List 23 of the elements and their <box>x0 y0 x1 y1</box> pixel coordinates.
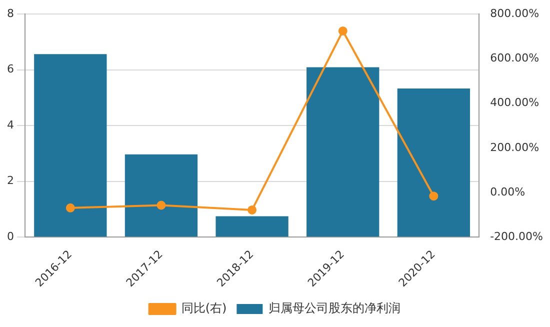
bar <box>216 216 288 237</box>
y2-tick-label: 0.00% <box>490 185 526 198</box>
bar <box>124 154 198 237</box>
legend-label: 同比(右) <box>181 301 227 316</box>
y2-tick-label: -200.00% <box>490 230 544 244</box>
point <box>338 26 348 36</box>
bar <box>34 54 107 237</box>
point <box>66 203 75 212</box>
bar <box>306 67 380 237</box>
legend-label: 归属母公司股东的净利润 <box>268 301 401 316</box>
y-tick-label: 4 <box>7 118 14 132</box>
y2-tick-label: 800.00% <box>490 6 540 20</box>
bar <box>397 88 470 237</box>
point <box>429 192 438 201</box>
point <box>248 205 257 214</box>
y2-tick-label: 600.00% <box>490 51 540 64</box>
point <box>156 200 166 210</box>
y-tick-label: 8 <box>7 6 14 20</box>
y-tick-label: 2 <box>7 174 14 188</box>
y-tick-label: 6 <box>7 62 14 76</box>
y2-tick-label: 400.00% <box>490 96 540 110</box>
y2-tick-label: 200.00% <box>490 140 540 154</box>
y-tick-label: 0 <box>7 230 14 244</box>
